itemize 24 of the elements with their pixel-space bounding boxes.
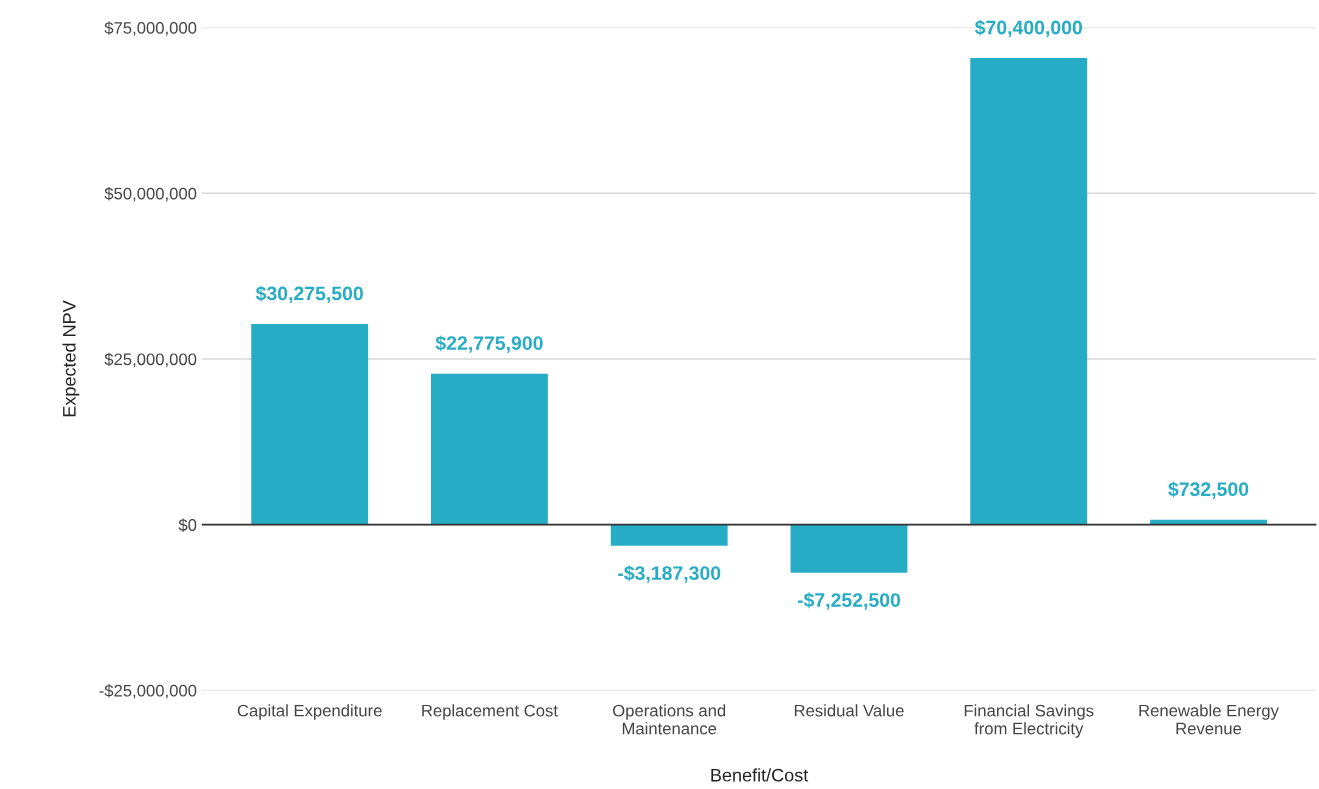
- bar: [970, 58, 1088, 525]
- y-tick-label: $75,000,000: [104, 21, 197, 36]
- data-label: $70,400,000: [974, 19, 1083, 38]
- data-label: $22,775,900: [435, 335, 543, 353]
- data-label: $30,275,500: [255, 285, 363, 304]
- x-tick-label: Residual Value: [794, 704, 904, 717]
- y-tick-label: -$25,000,000: [99, 684, 197, 699]
- y-tick-label: $25,000,000: [104, 352, 197, 368]
- x-axis-title: Benefit/Cost: [711, 768, 809, 782]
- y-tick-label: $50,000,000: [104, 187, 197, 202]
- x-tick-label: Financial Savings from Electricity: [964, 704, 1094, 738]
- data-label: $732,500: [1168, 481, 1249, 499]
- bar: [610, 524, 728, 546]
- x-tick-label: Replacement Cost: [422, 704, 558, 720]
- x-tick-label: Capital Expenditure: [237, 704, 382, 720]
- data-label: -$7,252,500: [797, 592, 901, 610]
- x-tick-label: Operations and Maintenance: [613, 704, 726, 735]
- y-tick-label: $0: [178, 518, 197, 532]
- bar: [790, 524, 908, 573]
- bar: [251, 324, 369, 525]
- y-axis-title: Expected NPV: [62, 300, 80, 417]
- x-tick-label: Renewable Energy Revenue: [1139, 704, 1279, 735]
- bar: [431, 373, 548, 525]
- data-label: -$3,187,300: [618, 565, 721, 583]
